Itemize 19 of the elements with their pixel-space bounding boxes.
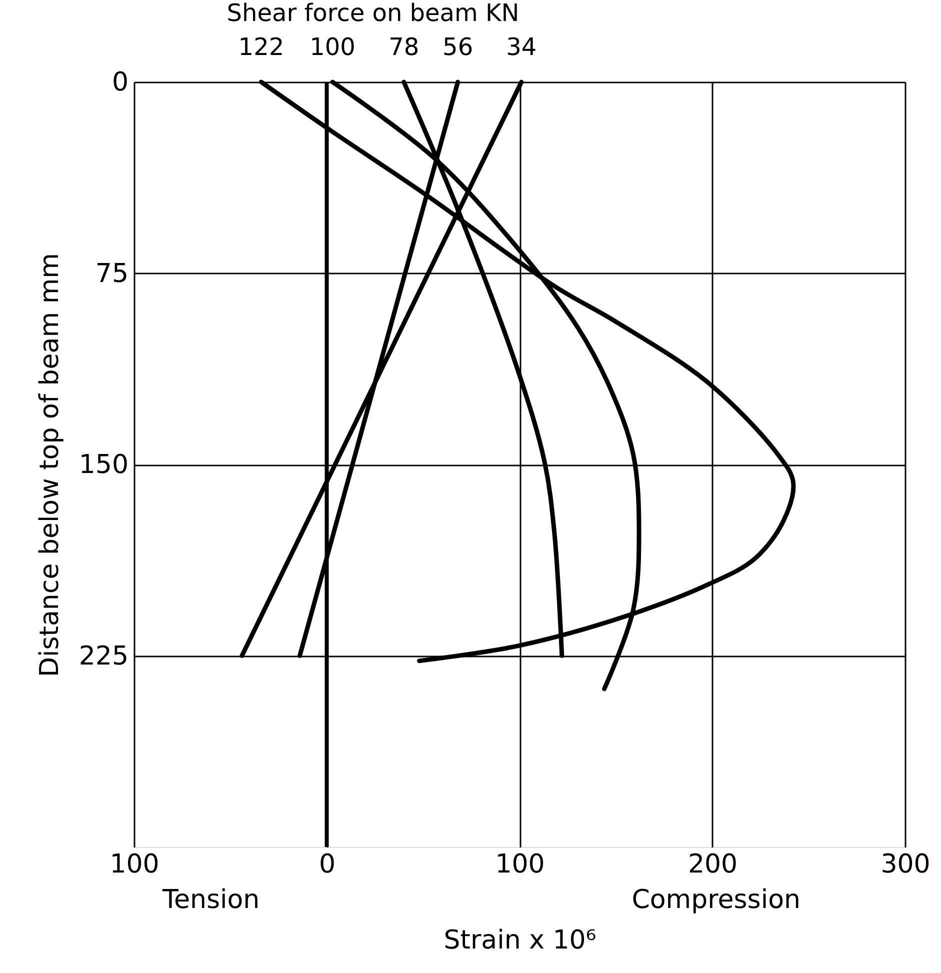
series-label: 34 <box>506 33 537 61</box>
chart-title: Shear force on beam KN <box>226 0 520 27</box>
x-tick-label: 100 <box>495 850 545 880</box>
y-tick-label: 150 <box>78 450 128 480</box>
x-tick-label: 200 <box>688 850 738 880</box>
series-label: 100 <box>310 33 356 61</box>
y-tick-label: 75 <box>95 258 128 289</box>
text: Compression <box>632 885 800 915</box>
series-label: 78 <box>388 33 420 61</box>
x-tick-label: 0 <box>318 850 336 880</box>
text: Tension <box>162 885 260 915</box>
y-tick-label: 225 <box>78 641 128 672</box>
x-tick-label: 300 <box>880 850 930 880</box>
y-tick-label: 0 <box>112 68 128 98</box>
series-label: 56 <box>442 33 474 61</box>
y-axis-title: Distance below top of beam mm <box>34 253 65 677</box>
series-label: 122 <box>238 33 284 61</box>
x-axis-title: Strain x 10⁶ <box>444 926 596 956</box>
x-tick-label: 100 <box>110 850 160 880</box>
